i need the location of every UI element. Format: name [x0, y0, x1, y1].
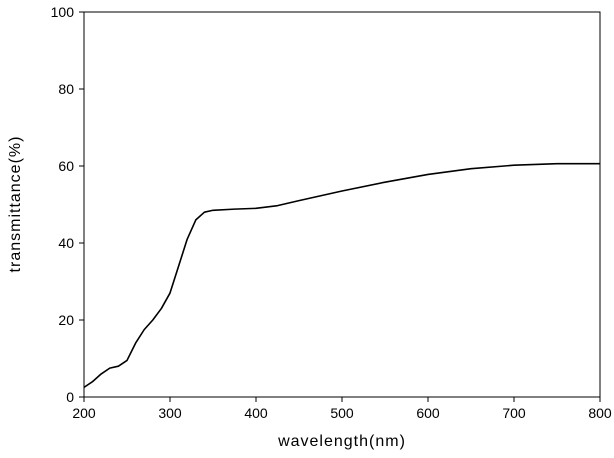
x-tick-label: 700 — [502, 405, 526, 421]
y-axis-label: transmittance(%) — [7, 136, 24, 273]
y-tick-label: 80 — [58, 81, 74, 97]
x-tick-label: 300 — [158, 405, 182, 421]
x-tick-label: 400 — [244, 405, 268, 421]
y-tick-label: 20 — [58, 312, 74, 328]
x-axis-label: wavelength(nm) — [277, 433, 406, 450]
x-tick-label: 800 — [588, 405, 612, 421]
x-tick-label: 600 — [416, 405, 440, 421]
y-tick-label: 100 — [51, 4, 75, 20]
x-tick-label: 200 — [72, 405, 96, 421]
data-line — [83, 162, 600, 389]
x-tick-label: 500 — [330, 405, 354, 421]
y-tick-label: 40 — [58, 235, 74, 251]
plot-frame — [83, 11, 601, 398]
y-tick-label: 60 — [58, 158, 74, 174]
y-tick-label: 0 — [66, 389, 74, 405]
